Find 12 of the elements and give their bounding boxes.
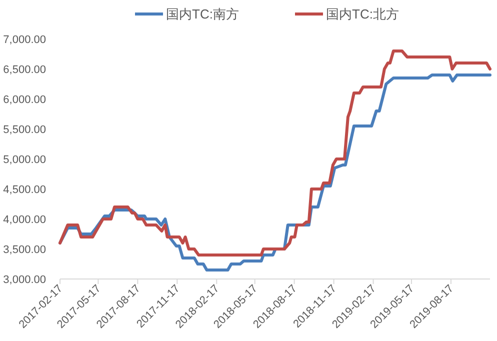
y-tick-label: 5,000.00 [3, 154, 46, 166]
y-tick-label: 7,000.00 [3, 34, 46, 46]
y-tick-label: 4,000.00 [3, 214, 46, 226]
y-tick-label: 4,500.00 [3, 184, 46, 196]
legend-label: 国内TC:北方 [326, 6, 399, 22]
y-tick-label: 6,500.00 [3, 64, 46, 76]
legend-label: 国内TC:南方 [166, 6, 239, 22]
y-tick-label: 3,000.00 [3, 274, 46, 286]
y-tick-label: 3,500.00 [3, 244, 46, 256]
line-series [58, 50, 492, 256]
y-tick-label: 5,500.00 [3, 124, 46, 136]
y-tick-label: 6,000.00 [3, 94, 46, 106]
